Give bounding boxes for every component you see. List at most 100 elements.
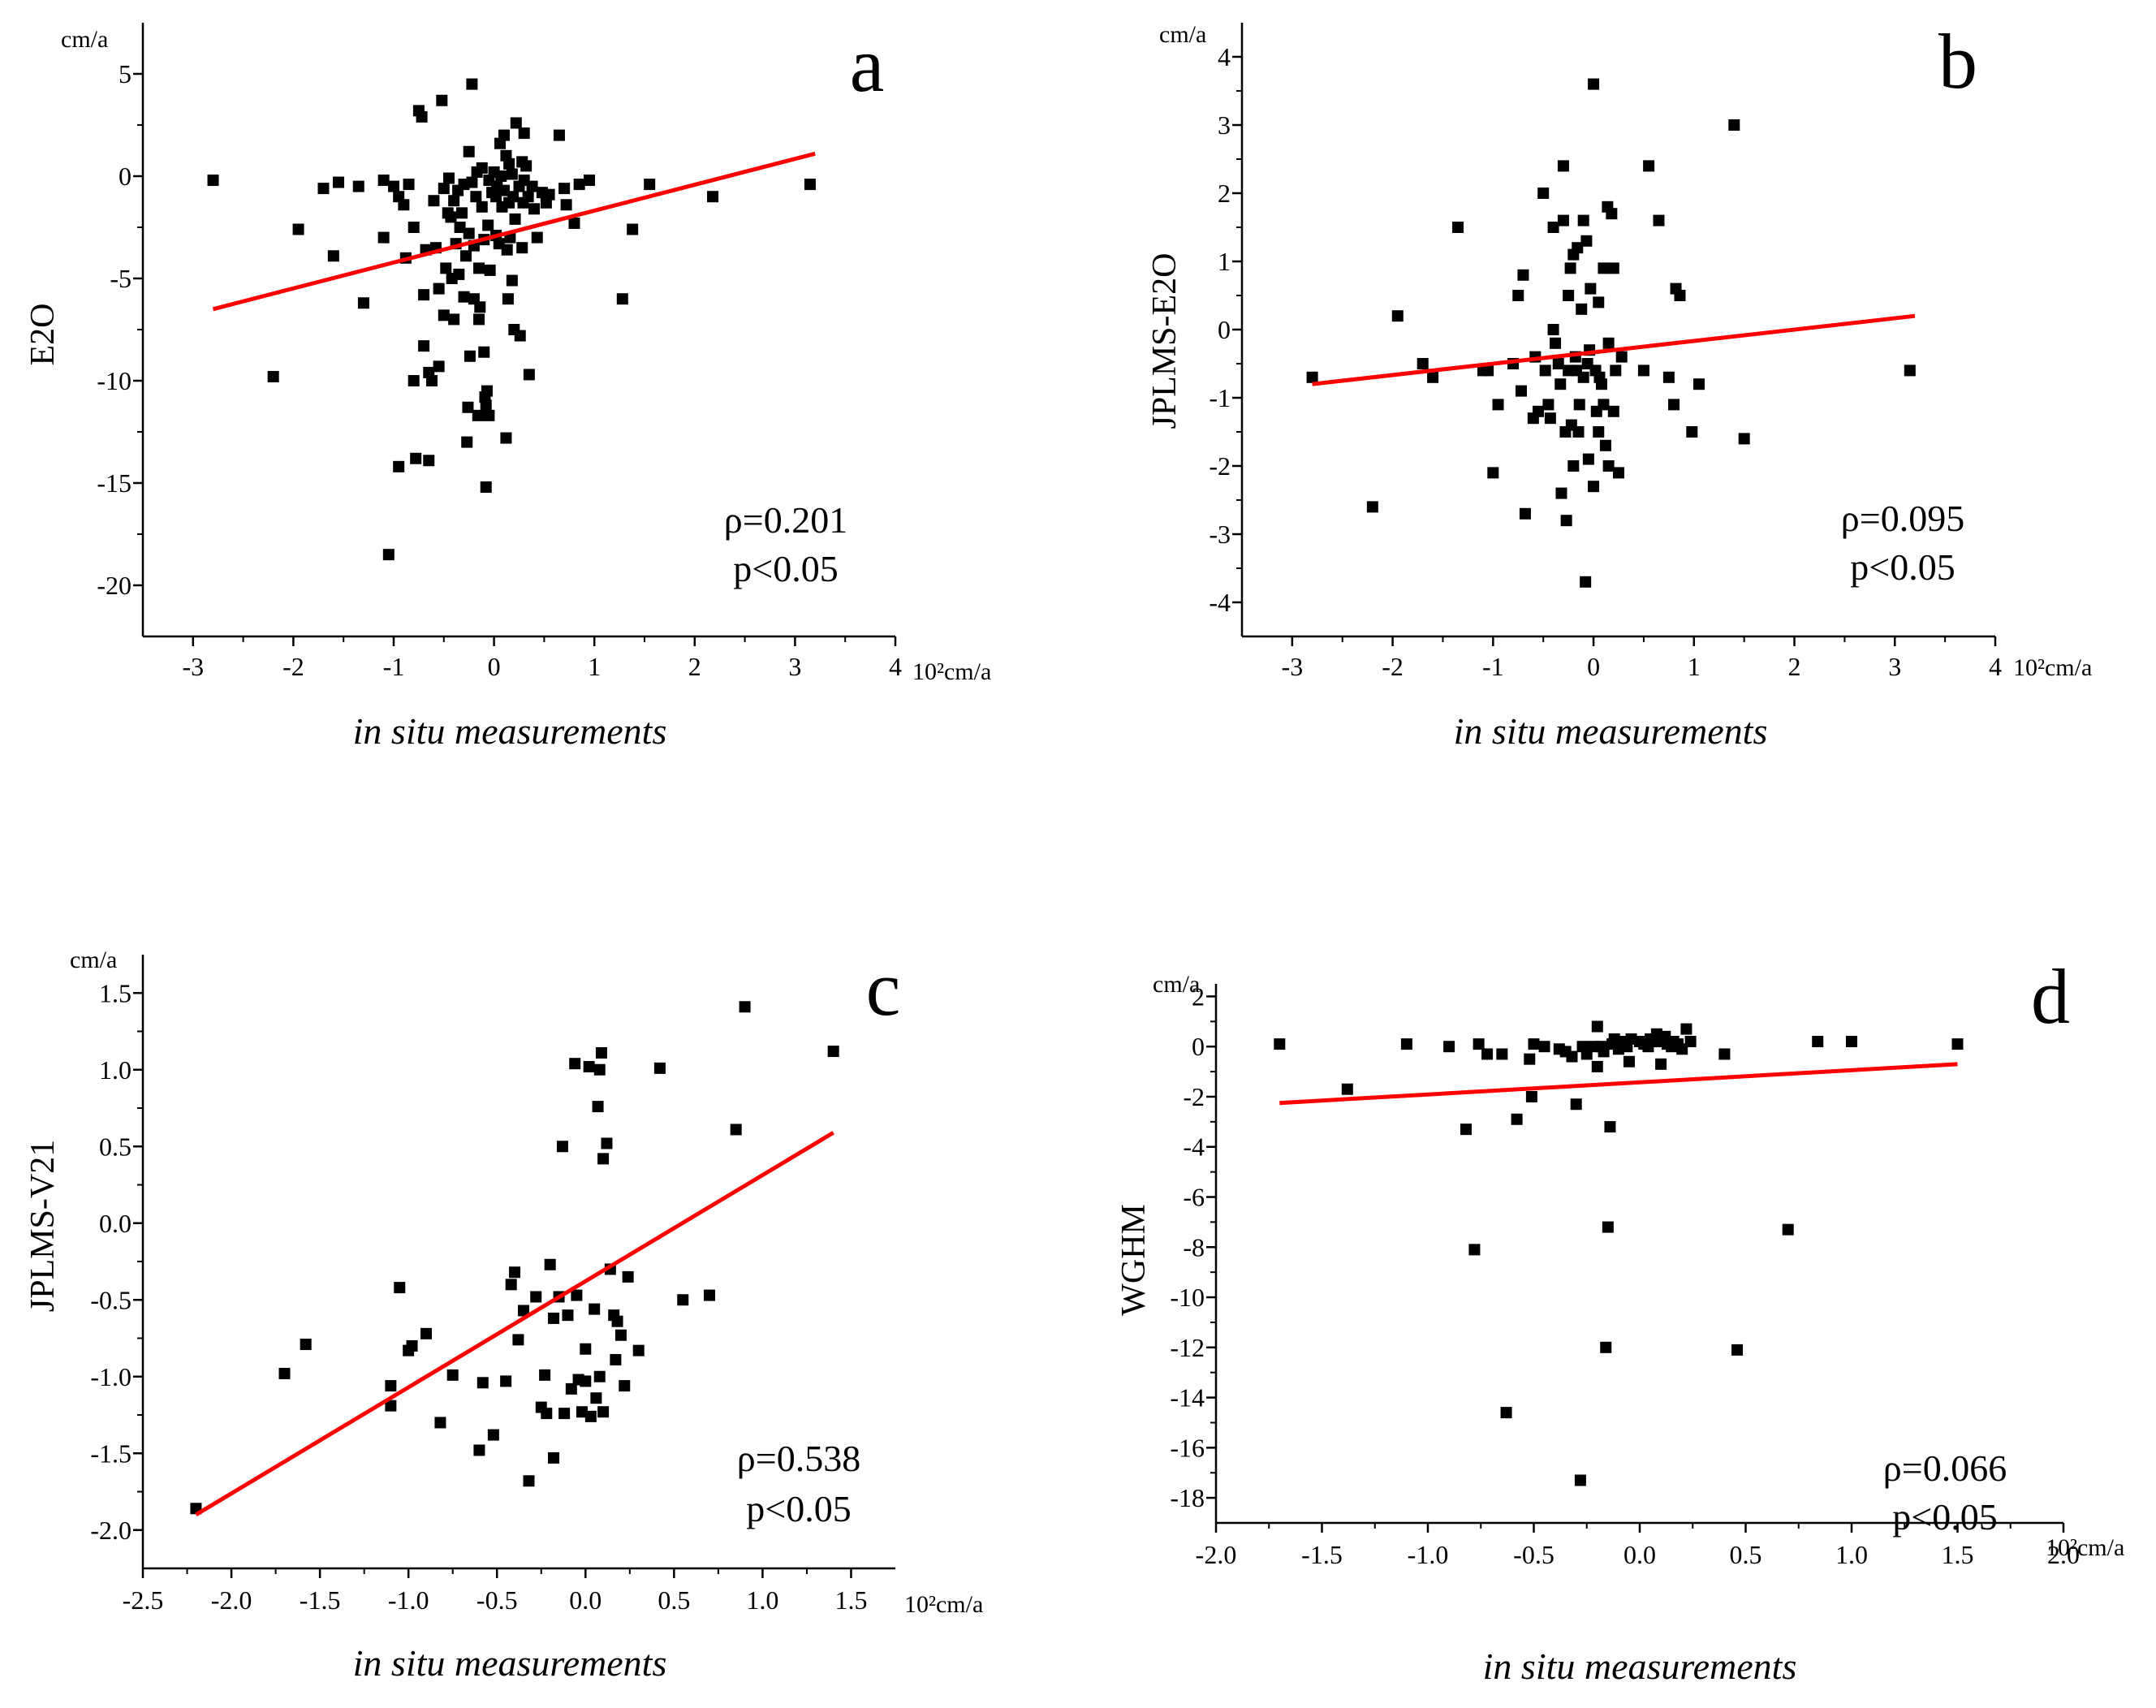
panel-b-y-tick-label: 4 xyxy=(1218,42,1231,71)
panel-a-data-point xyxy=(506,168,518,180)
panel-b-data-point xyxy=(1572,426,1585,438)
panel-a-x-tick-label: -1 xyxy=(383,652,405,681)
panel-d-y-tick-label: -6 xyxy=(1183,1183,1205,1212)
panel-a-data-point xyxy=(804,179,816,191)
panel-c-data-point xyxy=(434,1417,446,1429)
panel-d-data-point xyxy=(1468,1244,1481,1256)
panel-a-data-point xyxy=(388,180,399,192)
panel-b-x-tick-label: 1 xyxy=(1688,652,1701,681)
panel-b-data-point xyxy=(1602,460,1615,472)
panel-b-data-point xyxy=(1539,364,1551,377)
panel-b-data-point xyxy=(1572,242,1584,254)
panel-a-data-point xyxy=(459,250,472,262)
panel-a-data-point xyxy=(498,129,510,141)
panel-a-x-tick-label: 2 xyxy=(688,652,701,681)
panel-c-data-point xyxy=(539,1369,551,1381)
panel-c-data-point xyxy=(562,1309,574,1322)
panel-a-data-point xyxy=(481,385,493,397)
panel-b-data-point xyxy=(1580,235,1593,247)
panel-d-x-tick-label: 1.5 xyxy=(1942,1540,1974,1569)
panel-b-data-point xyxy=(1482,364,1494,377)
panel-a-data-point xyxy=(516,242,528,254)
panel-a-data-point xyxy=(461,436,473,448)
panel-c-data-point xyxy=(548,1312,560,1324)
panel-a-data-point xyxy=(456,207,468,219)
panel-c-data-point xyxy=(653,1062,666,1074)
panel-a-data-point xyxy=(440,262,452,274)
panel-b-data-point xyxy=(1366,501,1378,513)
panel-b-data-point xyxy=(1567,460,1580,472)
panel-a-data-point xyxy=(207,175,219,187)
panel-a-data-point xyxy=(466,176,478,188)
panel-a-data-point xyxy=(568,217,580,229)
panel-c-x-tick-label: 1.5 xyxy=(834,1585,867,1615)
panel-a-data-point xyxy=(498,184,510,196)
panel-b-data-point xyxy=(1615,351,1628,363)
panel-a-data-point xyxy=(503,157,515,170)
panel-a-data-point xyxy=(398,199,410,211)
panel-c-y-unit: cm/a xyxy=(70,947,117,973)
panel-c-data-point xyxy=(601,1137,613,1149)
panel-d-x-tick-label: 1.0 xyxy=(1835,1540,1868,1569)
panel-c-data-point xyxy=(278,1367,291,1379)
panel-a-data-point xyxy=(428,195,440,207)
panel-d-data-point xyxy=(1623,1055,1635,1068)
panel-c-data-point xyxy=(548,1451,560,1464)
panel-a-x-label: in situ measurements xyxy=(353,710,667,752)
panel-b-data-point xyxy=(1547,222,1559,233)
panel-a-data-point xyxy=(476,162,488,174)
panel-c-data-point xyxy=(597,1406,610,1418)
panel-a-x-tick-label: 1 xyxy=(588,652,601,681)
panel-b-data-point xyxy=(1613,467,1624,479)
panel-b-data-point xyxy=(1416,358,1429,369)
panel-a-data-point xyxy=(478,346,490,358)
panel-b-y-tick-label: -3 xyxy=(1209,520,1231,549)
panel-c-data-point xyxy=(589,1303,601,1315)
panel-a-data-point xyxy=(448,313,460,326)
panel-b-data-point xyxy=(1610,364,1622,377)
panel-c-y-tick-label: -2.0 xyxy=(90,1516,132,1545)
panel-c-data-point xyxy=(580,1375,592,1387)
panel-b-data-point xyxy=(1662,371,1675,383)
panel-a-data-point xyxy=(495,170,507,182)
panel-b-x-tick-label: 4 xyxy=(1989,652,2002,681)
panel-a-data-point xyxy=(476,201,488,213)
panel-a-data-point xyxy=(458,291,470,303)
panel-a-data-point xyxy=(531,231,543,244)
panel-d-data-point xyxy=(1602,1221,1614,1233)
panel-a-data-point xyxy=(500,432,512,444)
panel-a-data-point xyxy=(510,117,522,129)
panel-d-x-tick-label: -0.5 xyxy=(1513,1540,1554,1569)
panel-d-y-tick-label: -16 xyxy=(1170,1433,1205,1462)
panel-a-x-tick-label: -2 xyxy=(282,652,304,681)
panel-b-data-point xyxy=(1595,378,1607,390)
panel-d-data-point xyxy=(1443,1041,1455,1053)
panel-d-data-point xyxy=(1655,1058,1667,1070)
panel-d-data-point xyxy=(1528,1038,1540,1050)
panel-c-data-point xyxy=(597,1153,610,1165)
panel-d-data-point xyxy=(1604,1121,1616,1133)
panel-a-data-point xyxy=(407,375,420,386)
panel-d-data-point xyxy=(1591,1060,1603,1072)
panel-a-data-point xyxy=(474,301,486,313)
panel-a-data-point xyxy=(480,481,492,494)
panel-c-y-tick-label: -1.0 xyxy=(90,1362,132,1391)
panel-d-data-point xyxy=(1846,1036,1857,1048)
panel-b-data-point xyxy=(1533,405,1545,417)
panel-a-data-point xyxy=(484,264,496,276)
panel-b-data-point xyxy=(1544,412,1556,425)
panel-a-data-point xyxy=(470,191,482,203)
panel-a-data-point xyxy=(442,172,455,184)
panel-c-data-point xyxy=(610,1353,622,1365)
panel-c-data-point xyxy=(487,1429,499,1441)
panel-b-data-point xyxy=(1492,399,1504,411)
panel-a-data-point xyxy=(509,213,521,225)
panel-b-data-point xyxy=(1580,576,1592,588)
panel-a-data-point xyxy=(403,179,415,191)
panel-c-y-label: JPLMS-V21 xyxy=(24,1140,62,1312)
panel-b-data-point xyxy=(1585,283,1597,295)
panel-b-y-tick-label: -4 xyxy=(1209,588,1231,617)
panel-c-data-point xyxy=(558,1408,571,1420)
panel-d-data-point xyxy=(1274,1038,1286,1050)
panel-a-data-point xyxy=(425,375,438,386)
